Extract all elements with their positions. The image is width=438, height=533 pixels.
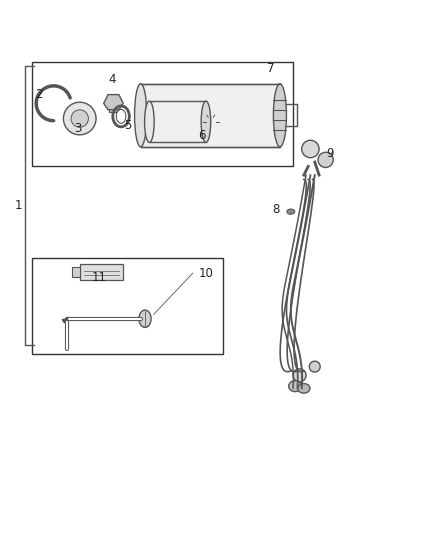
Text: 11: 11: [92, 271, 107, 284]
Bar: [149, 101, 206, 142]
Polygon shape: [104, 94, 123, 110]
Ellipse shape: [289, 381, 302, 392]
Ellipse shape: [293, 369, 306, 382]
Ellipse shape: [201, 101, 211, 142]
Bar: [32, 258, 223, 353]
Text: 1: 1: [14, 199, 21, 212]
Bar: [72, 268, 80, 277]
Ellipse shape: [318, 152, 333, 167]
Ellipse shape: [287, 209, 295, 214]
Text: 3: 3: [74, 122, 81, 135]
Ellipse shape: [309, 361, 320, 372]
Text: 7: 7: [268, 62, 275, 75]
Text: 6: 6: [198, 130, 205, 142]
Ellipse shape: [116, 109, 126, 123]
Text: 10: 10: [198, 266, 213, 279]
Text: 8: 8: [272, 204, 279, 216]
Ellipse shape: [64, 102, 96, 135]
Ellipse shape: [302, 140, 319, 158]
Bar: [141, 84, 280, 147]
Text: 2: 2: [35, 88, 42, 101]
Ellipse shape: [273, 84, 286, 147]
Bar: [32, 62, 293, 166]
Bar: [110, 109, 117, 112]
Text: 4: 4: [109, 73, 116, 86]
Ellipse shape: [139, 310, 151, 327]
Ellipse shape: [298, 384, 310, 393]
Bar: [80, 264, 123, 279]
Text: 9: 9: [326, 147, 334, 160]
Text: 5: 5: [124, 118, 131, 132]
Ellipse shape: [71, 110, 88, 127]
Ellipse shape: [145, 101, 154, 142]
Ellipse shape: [134, 84, 147, 147]
